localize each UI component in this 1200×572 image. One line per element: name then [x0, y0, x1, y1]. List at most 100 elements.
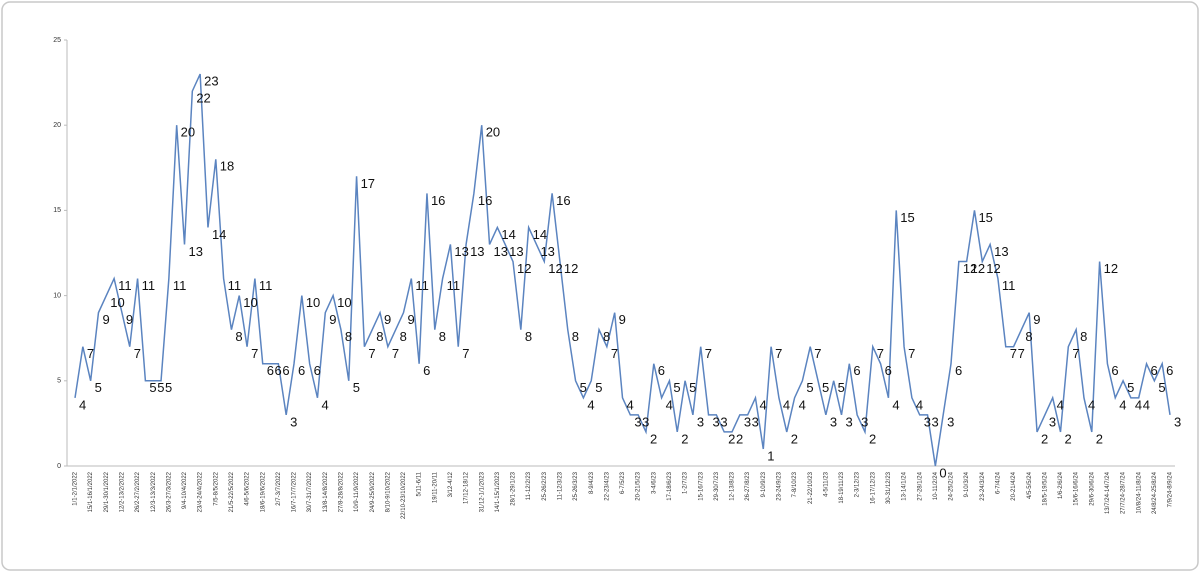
x-tick-label: 23-24/3/24 [980, 471, 986, 500]
data-label: 8 [572, 329, 579, 344]
data-label: 5 [1127, 380, 1134, 395]
y-tick-label: 10 [53, 292, 61, 299]
data-label: 5 [806, 380, 813, 395]
x-tick-label: 18/5-19/5/24 [1042, 471, 1048, 505]
x-tick-label: 30-31/12/23 [886, 471, 892, 504]
data-label: 6 [275, 363, 282, 378]
x-tick-label: 10/9-11/9/2022 [354, 471, 360, 512]
x-tick-label: 4/6-5/6/2022 [245, 471, 251, 505]
data-label: 7 [87, 346, 94, 361]
data-label: 16 [556, 193, 570, 208]
data-label: 16 [478, 193, 492, 208]
data-label: 7 [1072, 346, 1079, 361]
x-tick-label: 20-21/4/24 [1011, 471, 1017, 500]
data-label: 3 [947, 414, 954, 429]
data-label: 5 [95, 380, 102, 395]
data-label: 4 [587, 397, 594, 412]
data-label: 6 [1111, 363, 1118, 378]
data-label: 12 [517, 261, 531, 276]
data-label: 5 [822, 380, 829, 395]
data-label: 7 [908, 346, 915, 361]
x-tick-label: 25-26/2/23 [542, 471, 548, 500]
data-label: 10 [243, 295, 257, 310]
data-label: 2 [736, 431, 743, 446]
data-label: 14 [533, 227, 547, 242]
data-label: 6 [1166, 363, 1173, 378]
x-tick-label: 4-5/11/23 [823, 471, 829, 497]
data-label: 2 [650, 431, 657, 446]
x-tick-label: 18/6-19/6/2022 [260, 471, 266, 512]
x-tick-label: 30/7-31/7/2022 [307, 471, 313, 512]
data-label: 2 [1065, 431, 1072, 446]
x-tick-label: 9-10/3/24 [964, 471, 970, 497]
x-tick-label: 17/12-18/12 [464, 471, 470, 504]
data-label: 10 [337, 295, 351, 310]
data-label: 6 [885, 363, 892, 378]
data-label: 7 [462, 346, 469, 361]
data-label: 3 [720, 414, 727, 429]
data-label: 20 [486, 125, 500, 140]
data-label: 11 [447, 278, 461, 293]
y-tick-label: 0 [57, 463, 61, 470]
data-label: 18 [220, 159, 234, 174]
data-label: 6 [267, 363, 274, 378]
data-label: 9 [1033, 312, 1040, 327]
data-label: 7 [877, 346, 884, 361]
x-tick-label: 25-26/3/23 [573, 471, 579, 500]
data-label: 8 [1025, 329, 1032, 344]
data-label: 17 [361, 176, 375, 191]
data-label: 5 [595, 380, 602, 395]
x-tick-label: 16-17/12/23 [870, 471, 876, 504]
data-label: 11 [142, 278, 156, 293]
data-label: 11 [228, 278, 242, 293]
x-tick-label: 21-22/10/23 [808, 471, 814, 504]
x-tick-label: 15/6-16/6/24 [1074, 471, 1080, 505]
data-label: 9 [102, 312, 109, 327]
data-label: 6 [853, 363, 860, 378]
x-tick-label: 24/9-25/9/2022 [370, 471, 376, 512]
data-label: 4 [1119, 397, 1126, 412]
data-label: 7 [134, 346, 141, 361]
x-tick-label: 29/6-30/6/24 [1089, 471, 1095, 505]
x-tick-label: 10/8/24-11/8/24 [1136, 471, 1142, 513]
data-label: 0 [939, 465, 946, 480]
x-tick-label: 8/10-9/10/2022 [385, 471, 391, 512]
data-label: 3 [642, 414, 649, 429]
x-tick-label: 18-19/11/23 [839, 471, 845, 503]
data-label: 7 [368, 346, 375, 361]
data-label: 5 [1158, 380, 1165, 395]
data-label: 3 [713, 414, 720, 429]
data-label: 13 [994, 244, 1008, 259]
x-tick-label: 29-30/7/23 [714, 471, 720, 500]
x-tick-label: 22/10-23/10/2022 [401, 471, 407, 519]
data-label: 10 [110, 295, 124, 310]
data-label: 13 [189, 244, 203, 259]
data-label: 8 [235, 329, 242, 344]
data-label: 4 [1088, 397, 1095, 412]
data-label: 7 [611, 346, 618, 361]
data-label: 7 [392, 346, 399, 361]
x-tick-label: 7-8/10/23 [792, 471, 798, 497]
data-label: 12 [986, 261, 1000, 276]
x-tick-label: 17-18/6/23 [667, 471, 673, 500]
data-label: 12 [548, 261, 562, 276]
data-label: 15 [900, 210, 914, 225]
data-label: 9 [126, 312, 133, 327]
x-tick-label: 24-25/2/24 [949, 471, 955, 500]
data-label: 4 [916, 397, 923, 412]
x-tick-label: 9-10/9/23 [761, 471, 767, 497]
x-tick-label: 1/6-2/6/24 [1058, 471, 1064, 499]
data-label: 23 [204, 74, 218, 89]
data-label: 3 [1174, 414, 1181, 429]
data-label: 13 [540, 244, 554, 259]
x-tick-label: 3-4/6/23 [651, 471, 657, 494]
data-label: 8 [439, 329, 446, 344]
y-tick-label: 5 [57, 378, 61, 385]
data-label: 6 [423, 363, 430, 378]
x-tick-label: 11-12/3/23 [558, 471, 564, 500]
data-label: 11 [1002, 278, 1016, 293]
data-label: 4 [759, 397, 766, 412]
data-label: 4 [666, 397, 673, 412]
data-label: 13 [494, 244, 508, 259]
data-label: 7 [814, 346, 821, 361]
